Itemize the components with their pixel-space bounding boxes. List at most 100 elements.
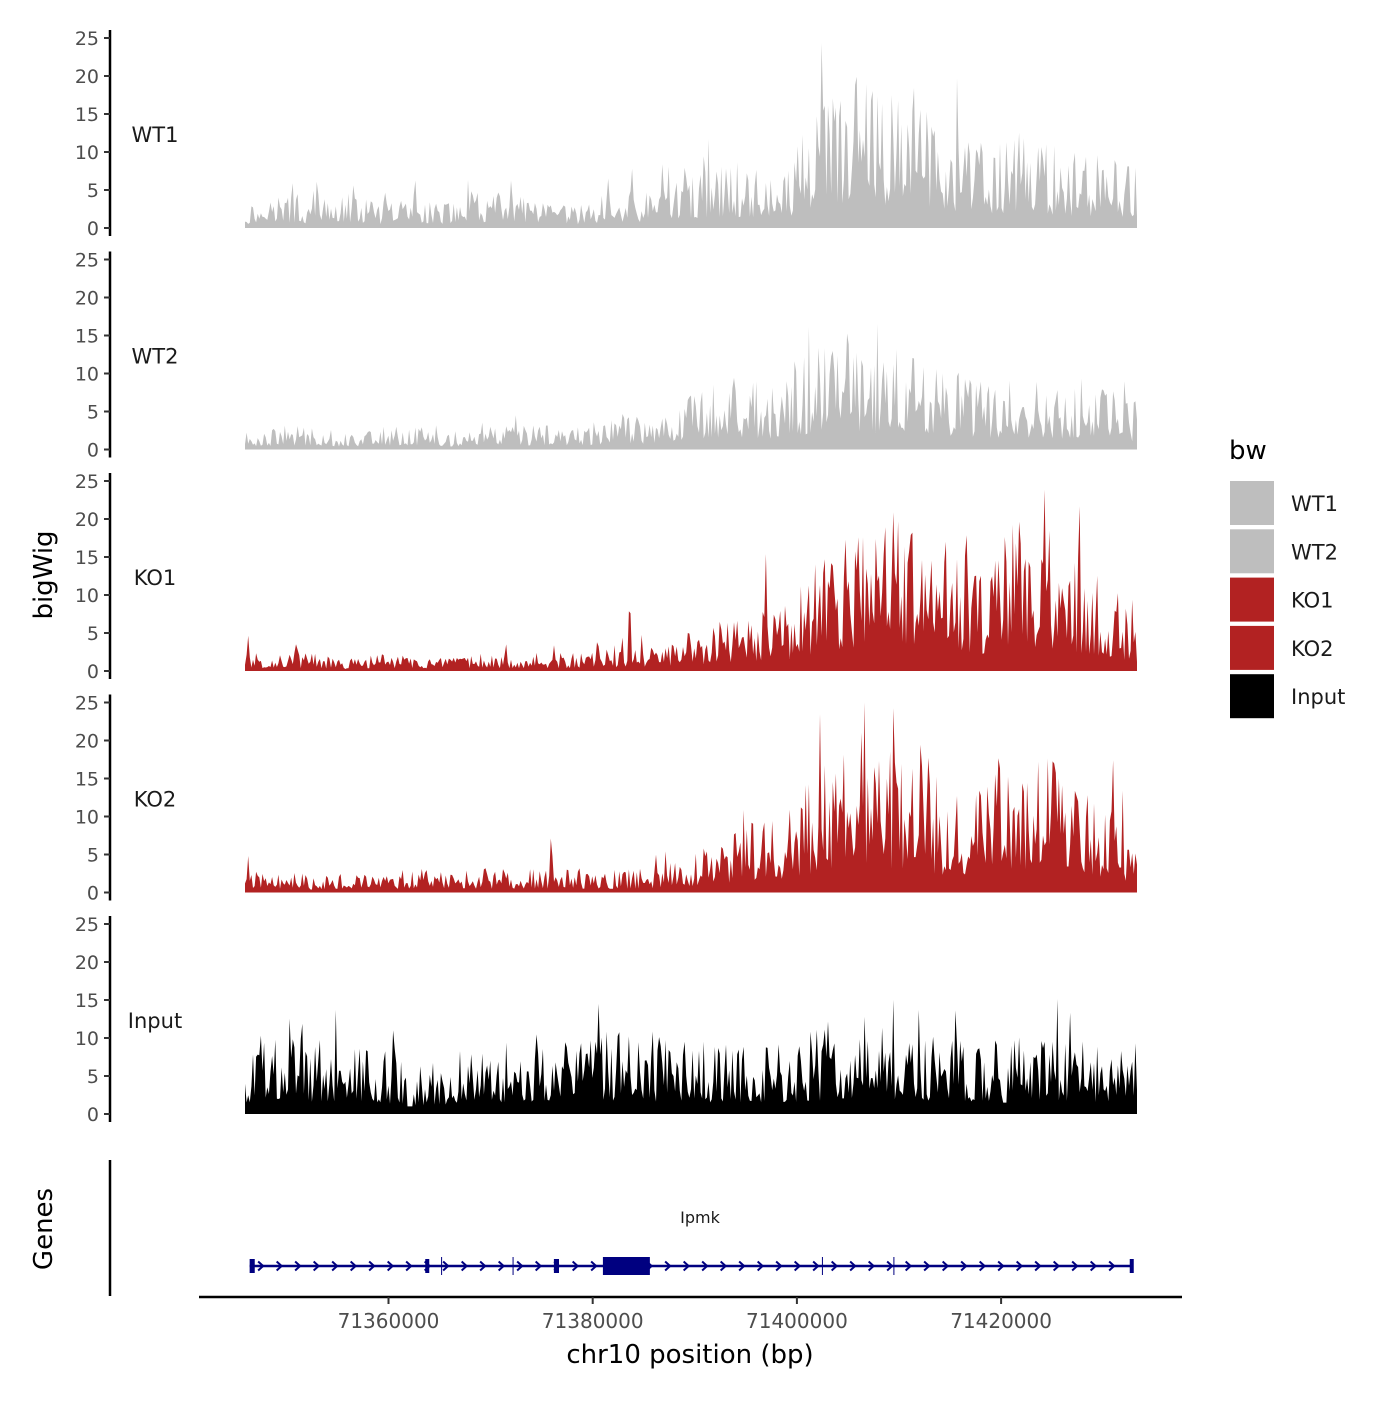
panel-label-input: Input [128,1009,182,1033]
y-tick-label: 5 [87,402,99,424]
strand-arrow [738,1260,746,1272]
panel-label-ko2: KO2 [134,788,177,812]
strand-arrow [682,1260,691,1272]
x-tick-label: 71420000 [950,1309,1052,1333]
panel-wt2: 0 5 10 15 20 25 WT2 [75,250,1137,462]
strand-arrow [294,1260,302,1272]
strand-arrow [701,1260,709,1272]
x-axis-title: chr10 position (bp) [566,1340,813,1370]
y-tick-label: 15 [75,547,99,569]
strand-arrow [590,1260,598,1272]
y-tick-label: 0 [87,218,99,240]
strand-arrow [497,1260,506,1272]
panel-ko1: 0 5 10 15 20 25 KO1 [75,471,1137,683]
strand-arrow [923,1260,931,1272]
y-tick-label: 0 [87,1104,99,1126]
strand-arrow [405,1260,413,1272]
x-tick-label: 71360000 [338,1309,440,1333]
panel-label-ko1: KO1 [134,566,177,590]
y-tick-label: 25 [75,28,99,50]
strand-arrow [756,1260,765,1272]
strand-arrow [830,1260,839,1272]
strand-arrow [904,1260,913,1272]
strand-arrow [312,1260,321,1272]
strand-arrow [775,1260,783,1272]
strand-arrow [849,1260,857,1272]
legend-label-wt2: WT2 [1291,540,1338,564]
strand-arrow [1052,1260,1061,1272]
y-tick-label: 20 [75,509,99,531]
strand-arrow [349,1260,358,1272]
y-tick-label: 5 [87,623,99,645]
y-tick-label: 20 [75,731,99,753]
y-tick-label: 5 [87,845,99,867]
legend-label-ko2: KO2 [1291,637,1334,661]
strand-arrow [460,1260,469,1272]
y-tick-label: 10 [75,142,99,164]
panel-ko2: 0 5 10 15 20 25 KO2 [75,693,1137,905]
y-tick-label: 15 [75,326,99,348]
strand-arrow [386,1260,395,1272]
panel-wt1: 0 5 10 15 20 25 WT1 [75,28,1137,240]
y-tick-label: 15 [75,990,99,1012]
strand-arrow [442,1260,450,1272]
bigwig-panels: 0510152025WT10510152025WT20510152025KO10… [75,28,1137,1126]
strand-arrow [368,1260,376,1272]
legend-label-input: Input [1291,685,1345,709]
gene-track: Genes Ipmk [29,1160,1134,1296]
panel-input: 0 5 10 15 20 25 Input [75,914,1137,1126]
gene-exon [249,1259,255,1273]
strand-arrow [275,1260,284,1272]
x-tick-label: 71400000 [746,1309,848,1333]
coverage-area-ko2 [245,702,1137,893]
y-tick-label: 20 [75,952,99,974]
coverage-area-wt1 [245,43,1137,228]
strand-arrow [812,1260,820,1272]
y-tick-label: 0 [87,883,99,905]
strand-arrow [793,1260,802,1272]
strand-arrow [257,1260,265,1272]
strand-arrow [571,1260,580,1272]
y-tick-label: 15 [75,104,99,126]
y-tick-label: 10 [75,807,99,829]
gene-track-title: Genes [29,1188,59,1270]
y-tick-label: 20 [75,66,99,88]
strand-arrow [867,1260,876,1272]
y-tick-label: 10 [75,1028,99,1050]
strand-arrow [1108,1260,1116,1272]
strand-arrow [534,1260,543,1272]
x-tick-label: 71380000 [542,1309,644,1333]
gene-exon [602,1257,650,1275]
y-axis-title: bigWig [29,530,59,619]
y-tick-label: 25 [75,693,99,715]
strand-arrow [331,1260,339,1272]
coverage-area-ko1 [245,489,1137,671]
coverage-area-input [245,999,1137,1114]
legend-swatch-ko1 [1230,577,1274,622]
legend: bw WT1 WT2 KO1 KO2 Input [1229,436,1345,719]
strand-arrow [886,1260,894,1272]
legend-swatch-wt1 [1230,481,1274,525]
y-tick-label: 0 [87,661,99,683]
coverage-area-wt2 [245,324,1137,450]
strand-arrow [941,1260,950,1272]
strand-arrow [719,1260,728,1272]
legend-swatch-wt2 [1230,529,1274,574]
y-tick-label: 5 [87,1066,99,1088]
y-tick-label: 15 [75,769,99,791]
gene-exon [553,1259,560,1273]
legend-title: bw [1229,436,1267,466]
y-tick-label: 25 [75,250,99,272]
legend-swatch-ko2 [1230,625,1274,670]
gene-name-label: Ipmk [680,1208,720,1227]
panel-label-wt1: WT1 [132,123,179,147]
strand-arrow [1034,1260,1042,1272]
strand-arrow [1071,1260,1079,1272]
strand-arrow [997,1260,1005,1272]
gene-exon [1129,1259,1134,1273]
y-tick-label: 20 [75,288,99,310]
strand-arrow [664,1260,672,1272]
strand-arrow [960,1260,968,1272]
